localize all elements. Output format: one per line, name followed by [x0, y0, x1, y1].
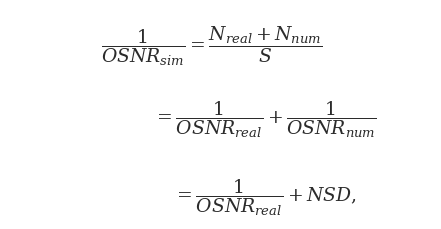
Text: $\dfrac{1}{OSNR_{sim}} = \dfrac{N_{real} + N_{num}}{S}$: $\dfrac{1}{OSNR_{sim}} = \dfrac{N_{real}… [101, 24, 323, 68]
Text: $= \dfrac{1}{OSNR_{real}} + \dfrac{1}{OSNR_{num}}$: $= \dfrac{1}{OSNR_{real}} + \dfrac{1}{OS… [153, 99, 377, 139]
Text: $= \dfrac{1}{OSNR_{real}} + NSD,$: $= \dfrac{1}{OSNR_{real}} + NSD,$ [173, 177, 356, 217]
